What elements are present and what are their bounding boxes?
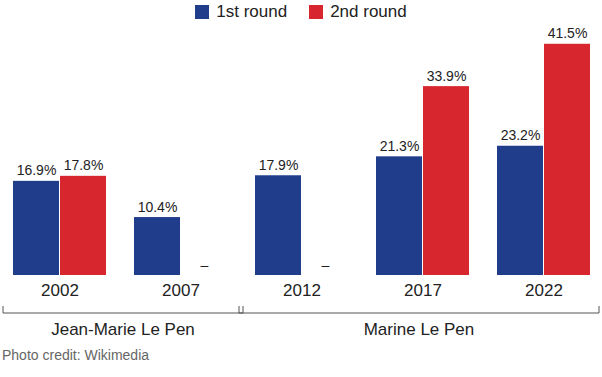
svg-text:17.8%: 17.8%: [64, 157, 104, 173]
svg-text:Marine Le Pen: Marine Le Pen: [364, 320, 475, 339]
svg-text:17.9%: 17.9%: [259, 157, 299, 173]
svg-text:2012: 2012: [283, 281, 321, 300]
html-text:1st round: 1st round: [216, 2, 288, 21]
svg-text:23.2%: 23.2%: [501, 127, 541, 143]
html-text:Photo credit: Wikimedia: Photo credit: Wikimedia: [2, 347, 150, 363]
svg-text:33.9%: 33.9%: [427, 68, 467, 84]
svg-text:21.3%: 21.3%: [380, 138, 420, 154]
svg-text:–: –: [322, 257, 330, 273]
html-text:2nd round: 2nd round: [330, 2, 407, 21]
svg-text:–: –: [201, 257, 209, 273]
svg-text:2017: 2017: [404, 281, 442, 300]
svg-text:2002: 2002: [41, 281, 79, 300]
svg-text:2022: 2022: [525, 281, 563, 300]
svg-text:2007: 2007: [162, 281, 200, 300]
svg-text:16.9%: 16.9%: [17, 162, 57, 178]
svg-text:Jean-Marie Le Pen: Jean-Marie Le Pen: [51, 320, 195, 339]
svg-text:41.5%: 41.5%: [548, 25, 588, 41]
svg-text:10.4%: 10.4%: [138, 199, 178, 215]
